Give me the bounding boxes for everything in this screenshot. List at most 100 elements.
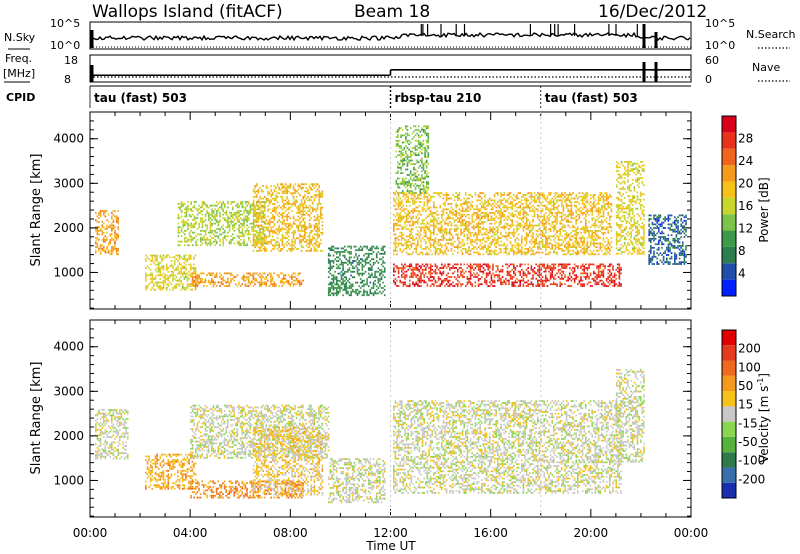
data-cell <box>339 287 341 289</box>
data-cell <box>405 244 408 247</box>
data-cell <box>537 204 539 207</box>
data-cell <box>275 197 277 200</box>
data-cell <box>442 194 445 196</box>
data-cell <box>257 242 260 245</box>
data-cell <box>537 197 539 200</box>
data-cell <box>335 281 338 284</box>
data-cell <box>429 230 432 232</box>
data-cell <box>318 235 320 238</box>
data-cell <box>246 277 248 280</box>
data-cell <box>175 287 178 289</box>
data-cell <box>292 203 295 205</box>
data-cell <box>541 283 544 286</box>
data-cell <box>428 226 430 229</box>
data-cell <box>235 215 237 218</box>
data-cell <box>95 228 97 230</box>
data-cell <box>211 222 213 225</box>
data-cell <box>396 197 398 200</box>
data-cell <box>490 242 493 245</box>
data-cell <box>445 197 448 200</box>
data-cell <box>189 258 192 260</box>
data-cell <box>458 197 461 200</box>
data-cell <box>495 249 497 252</box>
data-cell <box>409 204 411 207</box>
data-cell <box>355 290 357 293</box>
data-cell <box>107 249 110 252</box>
data-cell <box>315 185 317 187</box>
data-cell <box>104 210 107 212</box>
data-cell <box>516 203 518 205</box>
data-cell <box>434 246 437 248</box>
data-cell <box>151 254 154 257</box>
data-cell <box>524 194 526 196</box>
data-cell <box>450 239 453 241</box>
data-cell <box>428 277 430 280</box>
data-cell <box>281 228 284 231</box>
data-cell <box>460 249 462 252</box>
data-cell <box>429 212 432 214</box>
data-cell <box>294 272 296 275</box>
data-cell <box>538 268 541 271</box>
data-cell <box>283 190 285 193</box>
data-cell <box>441 210 443 212</box>
data-cell <box>516 194 518 196</box>
data-cell <box>343 276 346 279</box>
data-cell <box>114 244 116 247</box>
data-cell <box>300 199 303 202</box>
data-cell <box>444 237 446 239</box>
data-cell <box>410 217 413 220</box>
data-cell <box>538 272 541 275</box>
data-cell <box>477 233 480 236</box>
data-cell <box>201 219 204 221</box>
data-cell <box>343 251 346 253</box>
data-cell <box>441 246 443 248</box>
data-cell <box>343 256 346 259</box>
data-cell <box>457 226 459 229</box>
data-cell <box>445 192 448 194</box>
data-cell <box>180 204 183 207</box>
data-cell <box>297 204 300 207</box>
data-cell <box>519 270 521 273</box>
data-cell <box>492 285 494 287</box>
data-cell <box>561 274 563 277</box>
data-cell <box>516 195 518 198</box>
data-cell <box>474 212 477 214</box>
data-cell <box>554 277 557 280</box>
data-cell <box>396 224 398 227</box>
data-cell <box>350 285 352 288</box>
data-cell <box>181 283 184 286</box>
data-cell <box>278 188 280 191</box>
data-cell <box>557 270 560 273</box>
data-cell <box>498 199 501 202</box>
data-cell <box>316 246 319 249</box>
data-cell <box>179 240 181 243</box>
data-cell <box>527 228 529 230</box>
data-cell <box>359 261 362 264</box>
data-cell <box>214 283 216 286</box>
data-cell <box>302 226 304 229</box>
data-cell <box>302 235 304 238</box>
data-cell <box>497 204 499 207</box>
data-cell <box>541 233 544 236</box>
data-cell <box>382 265 384 268</box>
data-cell <box>450 222 453 225</box>
data-cell <box>331 287 333 289</box>
data-cell <box>535 237 537 239</box>
data-cell <box>463 230 465 232</box>
data-cell <box>254 190 256 193</box>
data-cell <box>586 276 589 278</box>
data-cell <box>318 199 320 202</box>
data-cell <box>436 219 438 221</box>
data-cell <box>511 197 513 200</box>
data-cell <box>405 240 408 243</box>
data-cell <box>501 203 504 205</box>
data-cell <box>209 217 212 220</box>
data-cell <box>613 283 616 286</box>
data-cell <box>601 272 603 275</box>
data-cell <box>450 228 453 230</box>
data-cell <box>179 226 181 229</box>
data-cell <box>331 267 333 270</box>
data-cell <box>178 263 181 266</box>
data-cell <box>471 274 473 277</box>
data-cell <box>453 221 456 223</box>
